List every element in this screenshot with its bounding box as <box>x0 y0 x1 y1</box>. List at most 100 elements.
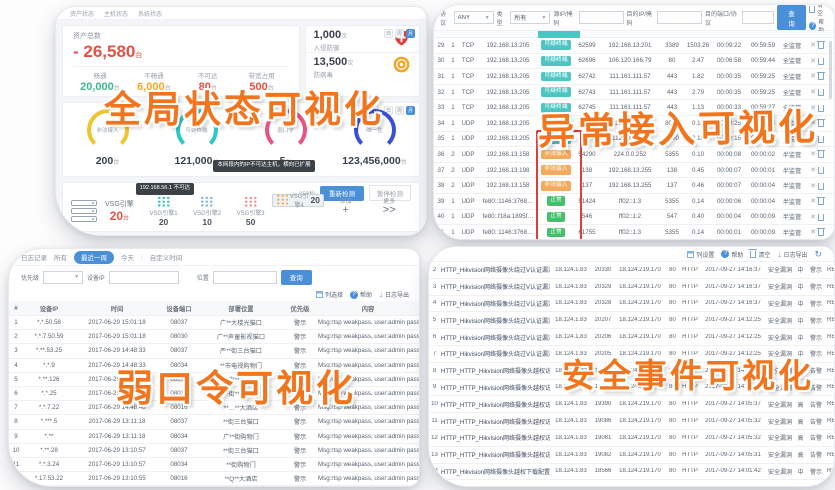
row-actions: ✕ <box>804 166 830 174</box>
delete-icon[interactable] <box>816 228 825 237</box>
weak-table-row: 4 *.*.9 2017-06-29 14:48:33 08034 **市电视购物门 警示… <box>9 359 419 373</box>
scrollbar[interactable] <box>829 41 832 99</box>
disconnect-icon[interactable]: ✕ <box>810 104 817 112</box>
engine-tile[interactable]: VSG引擎4 20 本网段内的IP不可达主机，横向已扩展 <box>213 160 324 209</box>
gauge-value: 121,000台 <box>174 155 219 167</box>
disconnect-icon[interactable]: ✕ <box>810 151 817 159</box>
row-actions: ✕ <box>804 103 830 112</box>
priority-select[interactable]: ▼ <box>43 270 84 284</box>
flow-type-badge: 可疑终端 <box>541 118 571 129</box>
asset-stat: 不畅通 6,000台 <box>127 70 181 93</box>
disconnect-icon[interactable]: ✕ <box>810 42 817 50</box>
engine-tile[interactable]: VSG引擎1 20 192.168.56.1 不可达 <box>135 183 194 229</box>
period-chip[interactable]: 月 <box>405 29 415 38</box>
flow-table: 29 1 TCP 192.168.13.205 可疑终端 62599 192.168.13.… <box>434 31 834 239</box>
flow-table-row: 41 1 UDP fe80::1146:3768… 正常 61755 ff02::1:3 53… <box>434 225 834 239</box>
add-engine-tile[interactable]: 添加 + <box>324 194 368 229</box>
log-range-tab[interactable]: 自定义时间 <box>149 255 183 262</box>
nav-item-assets[interactable]: 资产状态 <box>70 11 95 18</box>
disconnect-icon[interactable]: ✕ <box>810 120 817 128</box>
log-range-tab[interactable]: 最近一周 <box>74 250 114 264</box>
pause-scan-button[interactable]: 暂停检测 <box>369 185 411 202</box>
clear-action[interactable]: 清空 <box>809 5 828 17</box>
caption-weak-password: 弱口令可视化 <box>116 368 356 409</box>
delete-icon[interactable] <box>816 72 825 81</box>
log-range-tab[interactable]: 今天 <box>121 255 134 262</box>
delete-icon[interactable] <box>816 181 825 190</box>
flow-search-button[interactable]: 查询 <box>776 5 807 30</box>
engine-tiles: VSG引擎1 20 192.168.56.1 不可达 VSG引擎2 10 VSG引擎3 50… <box>135 160 411 229</box>
delete-icon[interactable] <box>816 197 825 206</box>
gauge: 非法接入 200台 <box>63 109 152 176</box>
engine-tile[interactable]: VSG引擎3 50 <box>229 194 273 229</box>
event-action-3[interactable]: ↓ 日志导出 <box>777 249 808 259</box>
period-chip[interactable]: 日 <box>383 29 393 38</box>
disconnect-icon[interactable]: ✕ <box>810 167 817 175</box>
asset-total-value: - 26,580台 <box>73 42 143 61</box>
flow-table-row: 34 1 UDP 192.168.13.205 可疑终端 5002 112.90.141.3… <box>434 116 834 132</box>
asset-stats-row: 畅通 20,000台 不畅通 6,000台 不可达 80台 带宽占用 500台 <box>73 70 289 93</box>
device-ip-input[interactable] <box>108 270 179 284</box>
event-action-0[interactable]: 列设置 <box>687 250 714 259</box>
weak-password-table: # 设备IP 时间 设备端口 部署位置 优先级 内容 1 *.*.50.58 2017-06-29… <box>9 301 419 486</box>
rescan-button[interactable]: 重新检测 <box>320 185 364 201</box>
refresh-icon[interactable]: ↻ <box>814 248 822 259</box>
disconnect-icon[interactable]: ✕ <box>810 135 817 143</box>
engine-tile[interactable]: VSG引擎2 10 <box>185 194 229 229</box>
engine-name: VSG引擎1 <box>149 210 178 217</box>
disconnect-icon[interactable]: ✕ <box>810 229 817 237</box>
event-table-row: 14HTTP_Hikvision网络摄像头越权下载配置文件漏洞18.124.1.… <box>429 464 834 481</box>
delete-icon[interactable] <box>816 56 825 65</box>
caption-security-events: 安全事件可视化 <box>562 357 814 394</box>
weak-search-button[interactable]: 查询 <box>280 269 312 285</box>
event-action-2[interactable]: 清空 <box>749 248 770 259</box>
disconnect-icon[interactable]: ✕ <box>810 73 817 81</box>
delete-icon[interactable] <box>816 166 825 174</box>
row-actions: ✕ <box>804 181 830 190</box>
event-action-1[interactable]: ? 帮助 <box>721 250 743 259</box>
disconnect-icon[interactable]: ✕ <box>810 198 817 206</box>
event-table-row: 12HTTP_HTTP_Hikvision网络摄像头越权访问漏洞118.124.… <box>429 430 834 447</box>
asset-stat-value: 80台 <box>198 81 217 93</box>
disconnect-icon[interactable]: ✕ <box>810 213 817 221</box>
global-top-nav: 资产状态 主机状态 系统状态 <box>56 7 426 20</box>
nav-item-system[interactable]: 系统状态 <box>138 11 163 18</box>
delete-icon[interactable] <box>816 150 825 159</box>
src-ip-label: 源IP/掩码 <box>553 11 573 27</box>
asset-stat-label: 不畅通 <box>144 73 164 80</box>
delete-icon[interactable] <box>816 88 825 96</box>
disconnect-icon[interactable]: ✕ <box>810 57 817 65</box>
dst-ip-input[interactable] <box>657 11 703 24</box>
location-input[interactable] <box>212 270 277 284</box>
protocol-select[interactable]: ANY ▼ <box>453 11 494 24</box>
chevron-down-icon: ▼ <box>541 14 547 21</box>
period-chip[interactable]: 周 <box>394 29 404 38</box>
period-chip[interactable]: 月 <box>405 106 415 115</box>
log-range-tab[interactable]: 所有 <box>54 255 67 262</box>
type-select[interactable]: 所有 ▼ <box>510 11 551 24</box>
engine-controls: 259秒 重新检测 暂停检测 <box>299 185 411 202</box>
nav-item-hosts[interactable]: 主机状态 <box>104 11 129 18</box>
dst-port-input[interactable] <box>741 11 774 24</box>
event-table-row: 10HTTP_HTTP_Hikvision网络摄像头越权访问漏洞118.124.… <box>429 396 834 414</box>
flow-table-row: 31 1 TCP 192.168.13.205 可疑终端 62742 111.161.111… <box>434 69 834 85</box>
weak-action-1[interactable]: ? 帮助 <box>349 290 372 299</box>
disconnect-icon[interactable]: ✕ <box>810 182 817 190</box>
export-icon: ↓ <box>777 249 782 259</box>
delete-icon[interactable] <box>816 103 825 112</box>
weak-table-row: 10 *.**.28 2017-06-29 13:10:57 08037 **街三台猫口… <box>9 444 419 458</box>
period-chip[interactable]: 周 <box>394 106 404 115</box>
flow-type-badge: 可疑终端 <box>541 71 571 82</box>
delete-icon[interactable] <box>816 212 825 221</box>
disconnect-icon[interactable]: ✕ <box>810 89 817 97</box>
columns-icon <box>315 291 323 298</box>
delete-icon[interactable] <box>816 41 825 50</box>
engine-name: VSG引擎3 <box>236 210 265 217</box>
src-ip-input[interactable] <box>578 11 624 24</box>
more-engines-tile[interactable]: 更多 >> <box>367 194 411 229</box>
weak-action-2[interactable]: ↓ 日志导出 <box>378 290 409 299</box>
delete-icon[interactable] <box>816 134 825 143</box>
delete-icon[interactable] <box>816 119 825 128</box>
weak-action-0[interactable]: 列选择 <box>315 290 343 299</box>
